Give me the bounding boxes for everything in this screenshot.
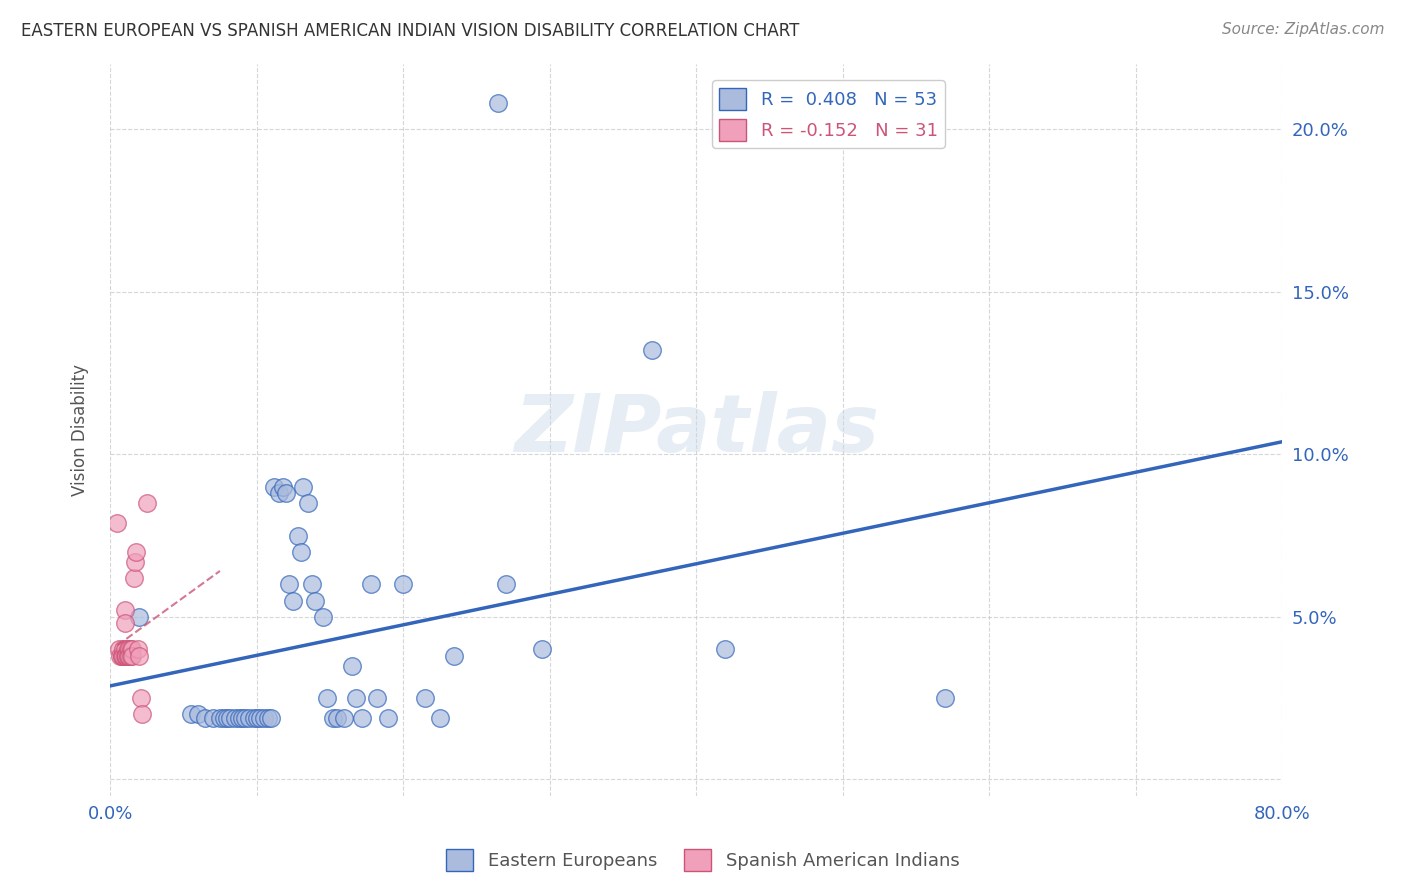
- Point: [360, 577, 382, 591]
- Point: [263, 480, 285, 494]
- Point: [115, 648, 138, 663]
- Point: [117, 648, 139, 663]
- Point: [277, 577, 299, 591]
- Point: [187, 707, 209, 722]
- Y-axis label: Vision Disability: Vision Disability: [72, 364, 89, 496]
- Point: [108, 642, 131, 657]
- Point: [301, 577, 323, 591]
- Point: [271, 480, 294, 494]
- Legend: R =  0.408   N = 53, R = -0.152   N = 31: R = 0.408 N = 53, R = -0.152 N = 31: [711, 80, 945, 148]
- Point: [257, 711, 280, 725]
- Point: [111, 648, 134, 663]
- Point: [260, 711, 283, 725]
- Point: [292, 480, 315, 494]
- Point: [112, 648, 135, 663]
- Point: [127, 642, 149, 657]
- Point: [217, 711, 239, 725]
- Point: [392, 577, 415, 591]
- Point: [322, 711, 344, 725]
- Point: [135, 496, 157, 510]
- Point: [114, 603, 136, 617]
- Point: [242, 711, 264, 725]
- Point: [124, 555, 146, 569]
- Point: [429, 711, 451, 725]
- Point: [122, 571, 145, 585]
- Point: [245, 711, 267, 725]
- Point: [117, 642, 139, 657]
- Point: [224, 711, 246, 725]
- Point: [128, 648, 150, 663]
- Point: [290, 545, 312, 559]
- Point: [121, 648, 143, 663]
- Point: [352, 711, 374, 725]
- Point: [110, 648, 132, 663]
- Point: [118, 642, 141, 657]
- Point: [231, 711, 253, 725]
- Point: [114, 642, 136, 657]
- Point: [118, 648, 141, 663]
- Point: [238, 711, 260, 725]
- Point: [125, 545, 148, 559]
- Point: [180, 707, 202, 722]
- Point: [208, 711, 231, 725]
- Point: [413, 691, 436, 706]
- Point: [366, 691, 388, 706]
- Point: [283, 593, 305, 607]
- Point: [934, 691, 956, 706]
- Point: [114, 616, 136, 631]
- Point: [253, 711, 276, 725]
- Point: [344, 691, 367, 706]
- Point: [129, 691, 152, 706]
- Point: [495, 577, 517, 591]
- Point: [194, 711, 217, 725]
- Point: [219, 711, 242, 725]
- Text: Source: ZipAtlas.com: Source: ZipAtlas.com: [1222, 22, 1385, 37]
- Point: [117, 648, 139, 663]
- Point: [120, 648, 142, 663]
- Point: [486, 96, 509, 111]
- Point: [128, 610, 150, 624]
- Point: [316, 691, 339, 706]
- Point: [267, 486, 290, 500]
- Point: [201, 711, 224, 725]
- Point: [714, 642, 737, 657]
- Point: [121, 642, 143, 657]
- Point: [115, 648, 138, 663]
- Point: [326, 711, 349, 725]
- Point: [377, 711, 399, 725]
- Point: [641, 343, 664, 358]
- Text: ZIPatlas: ZIPatlas: [513, 391, 879, 469]
- Point: [274, 486, 297, 500]
- Point: [443, 648, 465, 663]
- Point: [297, 496, 319, 510]
- Legend: Eastern Europeans, Spanish American Indians: Eastern Europeans, Spanish American Indi…: [439, 842, 967, 879]
- Point: [233, 711, 256, 725]
- Point: [111, 648, 134, 663]
- Point: [304, 593, 326, 607]
- Point: [120, 642, 142, 657]
- Point: [214, 711, 236, 725]
- Point: [340, 658, 363, 673]
- Point: [131, 707, 153, 722]
- Point: [333, 711, 356, 725]
- Point: [114, 648, 136, 663]
- Point: [287, 528, 309, 542]
- Point: [531, 642, 554, 657]
- Point: [249, 711, 271, 725]
- Point: [228, 711, 250, 725]
- Point: [311, 610, 333, 624]
- Point: [105, 516, 128, 530]
- Point: [115, 648, 138, 663]
- Point: [112, 642, 135, 657]
- Text: EASTERN EUROPEAN VS SPANISH AMERICAN INDIAN VISION DISABILITY CORRELATION CHART: EASTERN EUROPEAN VS SPANISH AMERICAN IND…: [21, 22, 800, 40]
